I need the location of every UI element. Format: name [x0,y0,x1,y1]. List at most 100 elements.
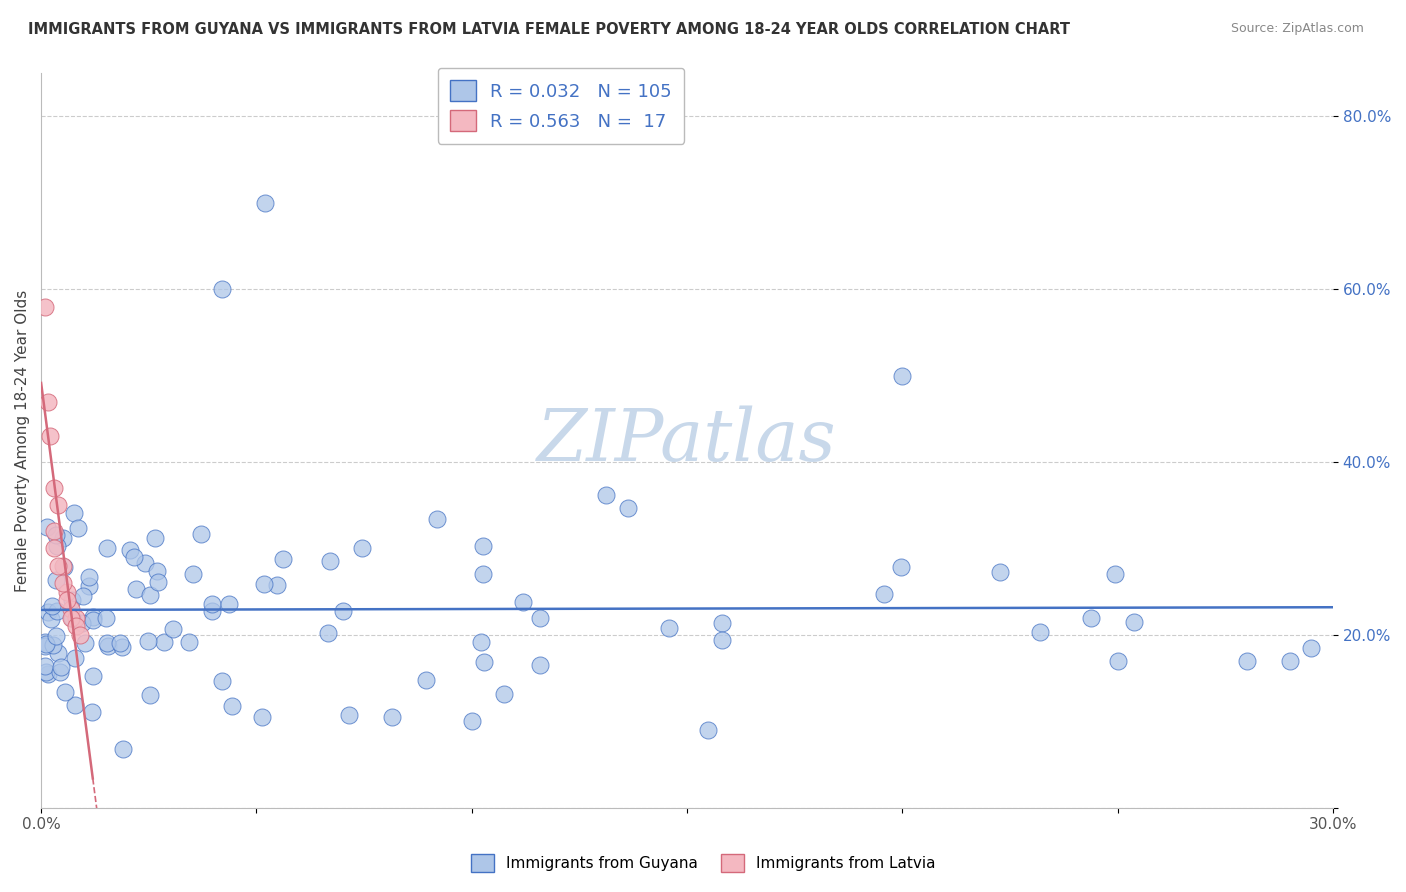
Point [318,554,340,568]
Point [472,566,495,581]
Legend: Immigrants from Guyana, Immigrants from Latvia: Immigrants from Guyana, Immigrants from … [463,846,943,880]
Point [60,611,83,625]
Point [60,593,83,607]
Point [472,539,495,553]
Point [891,368,914,383]
Point [492,687,515,701]
Point [45,528,67,542]
Point [153,635,176,649]
Point [211,674,233,689]
Point [35,665,58,680]
Point [45,629,67,643]
Point [253,577,276,591]
Point [111,742,134,756]
Point [53,685,76,699]
Point [512,595,534,609]
Point [190,527,212,541]
Point [46,498,69,512]
Point [39,612,62,626]
Point [380,709,402,723]
Point [352,541,374,555]
Point [529,611,551,625]
Point [48,646,70,660]
Point [38,429,60,443]
Point [56,584,79,599]
Point [34,300,56,314]
Point [46,540,69,554]
Point [1104,567,1126,582]
Point [52,560,75,574]
Point [34,640,56,654]
Point [201,597,224,611]
Point [96,611,118,625]
Point [181,566,204,581]
Text: ZIPatlas: ZIPatlas [537,405,837,475]
Point [470,635,492,649]
Point [52,558,75,573]
Point [266,577,288,591]
Point [72,589,94,603]
Point [617,501,640,516]
Point [426,512,449,526]
Point [37,520,59,534]
Point [69,628,91,642]
Point [658,621,681,635]
Point [108,635,131,649]
Point [65,610,87,624]
Point [42,524,65,538]
Point [271,551,294,566]
Point [710,615,733,630]
Point [35,637,58,651]
Point [62,507,84,521]
Point [37,605,59,619]
Point [253,195,276,210]
Point [52,531,75,545]
Point [134,557,156,571]
Point [138,588,160,602]
Point [118,543,141,558]
Point [96,636,118,650]
Point [66,521,89,535]
Point [41,599,63,613]
Point [1107,654,1129,668]
Point [82,610,104,624]
Point [710,633,733,648]
Point [77,570,100,584]
Point [70,615,93,630]
Point [873,587,896,601]
Point [65,619,87,633]
Point [46,558,69,573]
Point [1123,615,1146,630]
Point [218,597,240,611]
Point [96,541,118,555]
Point [97,640,120,654]
Point [988,565,1011,579]
Y-axis label: Female Poverty Among 18-24 Year Olds: Female Poverty Among 18-24 Year Olds [15,289,30,591]
Point [460,714,482,729]
Point [139,689,162,703]
Point [250,710,273,724]
Point [1278,654,1301,668]
Point [37,394,59,409]
Point [890,560,912,574]
Point [45,604,67,618]
Point [75,635,97,649]
Point [111,640,134,654]
Point [63,698,86,713]
Point [37,666,59,681]
Point [162,622,184,636]
Point [697,723,720,737]
Point [136,633,159,648]
Point [529,657,551,672]
Point [472,655,495,669]
Point [82,669,104,683]
Text: IMMIGRANTS FROM GUYANA VS IMMIGRANTS FROM LATVIA FEMALE POVERTY AMONG 18-24 YEAR: IMMIGRANTS FROM GUYANA VS IMMIGRANTS FRO… [28,22,1070,37]
Point [42,638,65,652]
Point [1301,641,1323,656]
Point [45,573,67,587]
Point [211,282,233,296]
Point [1029,624,1052,639]
Point [1080,610,1102,624]
Point [42,541,65,556]
Point [125,582,148,597]
